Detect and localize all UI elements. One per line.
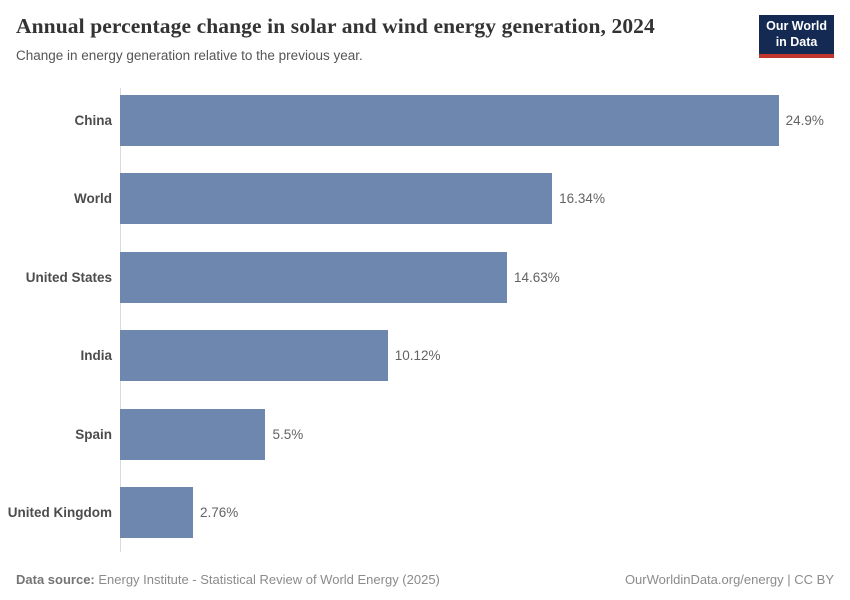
bar[interactable] — [120, 487, 193, 539]
bar[interactable] — [120, 408, 266, 460]
category-label: Spain — [75, 426, 112, 442]
bar-row: Spain 5.5% — [0, 395, 850, 474]
category-label: United Kingdom — [7, 505, 112, 521]
data-source-label: Data source: — [16, 572, 95, 587]
value-label: 14.63% — [513, 269, 560, 285]
bar[interactable] — [120, 330, 388, 382]
bar-rows: China 24.9% World 16.34% United States 14.63%… — [0, 81, 850, 552]
category-label: United States — [25, 269, 112, 285]
bar-track: 14.63% — [120, 251, 850, 303]
y-axis-line — [120, 88, 121, 552]
category-label: China — [74, 112, 112, 128]
owid-logo-line2: in Data — [775, 34, 818, 49]
bar[interactable] — [120, 173, 553, 225]
data-source-text: Energy Institute - Statistical Review of… — [94, 572, 440, 587]
bar-row: World 16.34% — [0, 160, 850, 239]
bar-track: 24.9% — [120, 94, 850, 146]
chart-title: Annual percentage change in solar and wi… — [16, 14, 655, 38]
owid-logo-line1: Our World — [766, 19, 827, 33]
value-label: 2.76% — [200, 505, 239, 521]
bar-track: 16.34% — [120, 173, 850, 225]
bar[interactable] — [120, 94, 779, 146]
credit-link[interactable]: OurWorldinData.org/energy | CC BY — [624, 572, 834, 587]
value-label: 5.5% — [272, 426, 304, 442]
bar-row: China 24.9% — [0, 81, 850, 160]
owid-logo: Our World in Data — [759, 15, 834, 59]
bar-track: 5.5% — [120, 408, 850, 460]
chart-header: Annual percentage change in solar and wi… — [0, 0, 850, 64]
data-source: Data source: Energy Institute - Statisti… — [16, 572, 440, 587]
bar-track: 2.76% — [120, 487, 850, 539]
chart-footer: Data source: Energy Institute - Statisti… — [16, 572, 834, 587]
category-label: World — [74, 191, 112, 207]
bar[interactable] — [120, 251, 507, 303]
bar-row: United States 14.63% — [0, 238, 850, 317]
value-label: 16.34% — [559, 191, 605, 207]
bar-track: 10.12% — [120, 330, 850, 382]
category-label: India — [80, 348, 112, 364]
chart-titles: Annual percentage change in solar and wi… — [16, 14, 655, 64]
value-label: 24.9% — [785, 112, 824, 128]
chart-subtitle: Change in energy generation relative to … — [16, 47, 363, 63]
bar-chart: China 24.9% World 16.34% United States 14.63%… — [0, 81, 850, 552]
value-label: 10.12% — [394, 348, 441, 364]
bar-row: India 10.12% — [0, 317, 850, 396]
bar-row: United Kingdom 2.76% — [0, 474, 850, 553]
